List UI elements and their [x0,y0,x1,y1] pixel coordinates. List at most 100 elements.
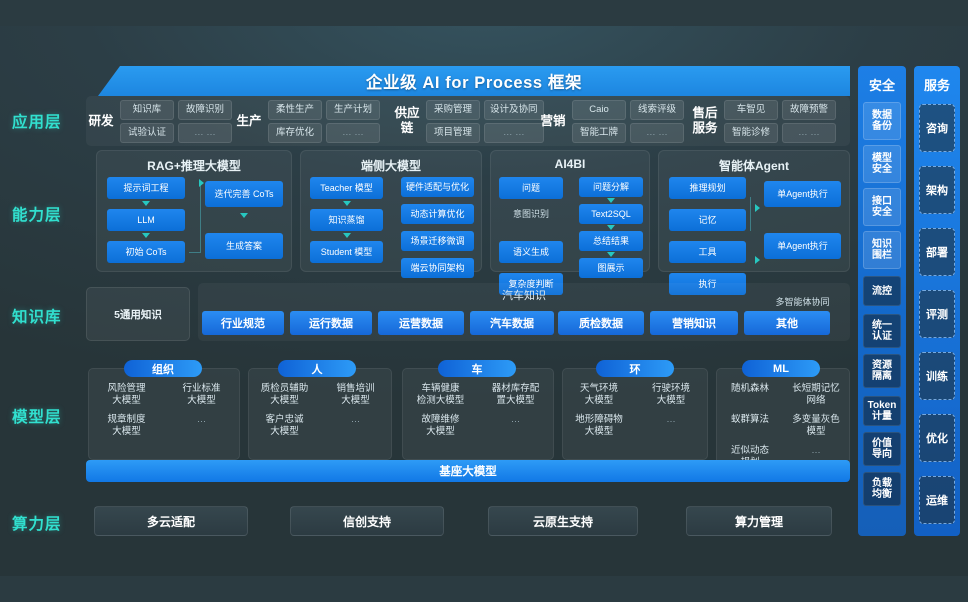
compute-button[interactable]: 多云适配 [94,506,248,536]
service-item[interactable]: 评测 [919,290,955,338]
model-item[interactable]: 车辆健康 检测大模型 [416,383,465,406]
compute-button[interactable]: 算力管理 [686,506,832,536]
capability-node[interactable]: 记忆 [669,209,746,231]
model-group-pill[interactable]: 环 [596,360,674,377]
compute-button[interactable]: 信创支持 [290,506,444,536]
capability-node[interactable]: 语义生成 [499,241,563,263]
app-chip[interactable]: … … [782,122,836,143]
app-chip[interactable]: 项目管理 [426,122,480,143]
capability-node[interactable]: Teacher 模型 [310,177,383,199]
base-model-bar[interactable]: 基座大模型 [86,460,850,482]
app-chip[interactable]: 知识库 [120,99,174,120]
capability-node[interactable]: 问题 [499,177,563,199]
model-item[interactable]: 器材库存配 置大模型 [491,383,540,406]
app-chip[interactable]: 柔性生产 [268,99,322,120]
app-chip[interactable]: 故障识别 [178,99,232,120]
model-item[interactable]: 多变量灰色 模型 [792,414,840,437]
model-item[interactable]: 天气环境 大模型 [579,383,618,406]
service-item[interactable]: 咨询 [919,104,955,152]
model-item[interactable]: 规章制度 大模型 [107,414,146,437]
capability-node[interactable]: 推理规划 [669,177,746,199]
app-chip[interactable]: Caio [572,99,626,120]
capability-node[interactable]: 知识蒸馏 [310,209,383,231]
model-group-pill[interactable]: 人 [278,360,356,377]
app-chip[interactable]: 车智见 [724,99,778,120]
app-chip[interactable]: 采购管理 [426,99,480,120]
capability-node[interactable]: Student 模型 [310,241,383,263]
capability-node[interactable]: 意图识别 [512,209,549,219]
knowledge-chip[interactable]: 运营数据 [378,311,464,335]
compute-button[interactable]: 云原生支持 [488,506,638,536]
model-group-pill[interactable]: 组织 [124,360,202,377]
service-item[interactable]: 架构 [919,166,955,214]
app-chip[interactable]: 线索评级 [630,99,684,120]
capability-node[interactable]: 场景迁移微调 [401,231,474,251]
model-item[interactable]: 故障维修 大模型 [421,414,460,437]
capability-node[interactable]: 迭代完善 CoTs [205,181,283,207]
capability-node[interactable]: 动态计算优化 [401,204,474,224]
security-item[interactable]: 价值 导向 [863,432,901,466]
model-item[interactable]: 销售培训 大模型 [336,383,375,406]
app-chip[interactable]: 智能工牌 [572,122,626,143]
model-item[interactable]: … [510,414,521,425]
model-item[interactable]: 风险管理 大模型 [107,383,146,406]
capability-node[interactable]: 工具 [669,241,746,263]
model-item[interactable]: 质检员辅助 大模型 [260,383,309,406]
app-chip[interactable]: 试验认证 [120,122,174,143]
app-chip[interactable]: 生产计划 [326,99,380,120]
security-item[interactable]: 接口 安全 [863,188,901,226]
knowledge-chip[interactable]: 营销知识 [650,311,738,335]
capability-node[interactable]: 单Agent执行 [764,181,841,207]
knowledge-chip[interactable]: 运行数据 [290,311,372,335]
knowledge-general-box[interactable]: 5通用知识 [86,287,190,341]
app-chip[interactable]: … … [484,122,544,143]
service-item[interactable]: 训练 [919,352,955,400]
service-item[interactable]: 运维 [919,476,955,524]
capability-node[interactable]: 执行 [669,273,746,295]
knowledge-chip[interactable]: 其他 [744,311,830,335]
knowledge-chip[interactable]: 汽车数据 [470,311,554,335]
capability-node[interactable]: 总结结果 [579,231,643,251]
model-item[interactable]: … [666,414,676,425]
model-item[interactable]: … [350,414,361,425]
knowledge-chip[interactable]: 行业规范 [202,311,284,335]
security-item[interactable]: 流控 [863,276,901,306]
app-chip[interactable]: 设计及协同 [484,99,544,120]
model-item[interactable]: 行业标准 大模型 [182,383,221,406]
security-item[interactable]: Token 计量 [863,396,901,426]
capability-node[interactable]: 提示词工程 [107,177,185,199]
capability-node[interactable]: 问题分解 [579,177,643,197]
capability-node[interactable]: 初始 CoTs [107,241,185,263]
capability-node[interactable]: 复杂度判断 [499,273,563,295]
app-chip[interactable]: 智能诊修 [724,122,778,143]
model-item[interactable]: 地形障碍物 大模型 [575,414,623,437]
model-item[interactable]: 行驶环境 大模型 [651,383,690,406]
model-item[interactable]: 随机森林 [730,383,769,394]
model-item[interactable]: 长短期记忆 网络 [792,383,840,406]
security-item[interactable]: 数据 备份 [863,102,901,140]
app-chip[interactable]: … … [178,122,232,143]
security-item[interactable]: 知识 围栏 [863,231,901,269]
model-group-pill[interactable]: ML [742,360,820,377]
app-chip[interactable]: 库存优化 [268,122,322,143]
model-group-pill[interactable]: 车 [438,360,516,377]
knowledge-chip[interactable]: 质检数据 [558,311,644,335]
model-item[interactable]: … [811,445,821,456]
security-item[interactable]: 统一 认证 [863,314,901,348]
service-item[interactable]: 优化 [919,414,955,462]
capability-node[interactable]: LLM [107,209,185,231]
capability-node[interactable]: 图展示 [579,258,643,278]
model-item[interactable]: … [196,414,207,425]
capability-node[interactable]: 硬件适配与优化 [401,177,474,197]
service-item[interactable]: 部署 [919,228,955,276]
capability-node[interactable]: 生成答案 [205,233,283,259]
security-item[interactable]: 资源 隔离 [863,354,901,388]
security-item[interactable]: 模型 安全 [863,145,901,183]
model-item[interactable]: 蚁群算法 [730,414,769,425]
capability-node[interactable]: Text2SQL [579,204,643,224]
capability-node[interactable]: 单Agent执行 [764,233,841,259]
model-item[interactable]: 客户忠诚 大模型 [265,414,304,437]
app-chip[interactable]: … … [326,122,380,143]
app-chip[interactable]: … … [630,122,684,143]
capability-node[interactable]: 端云协同架构 [401,258,474,278]
